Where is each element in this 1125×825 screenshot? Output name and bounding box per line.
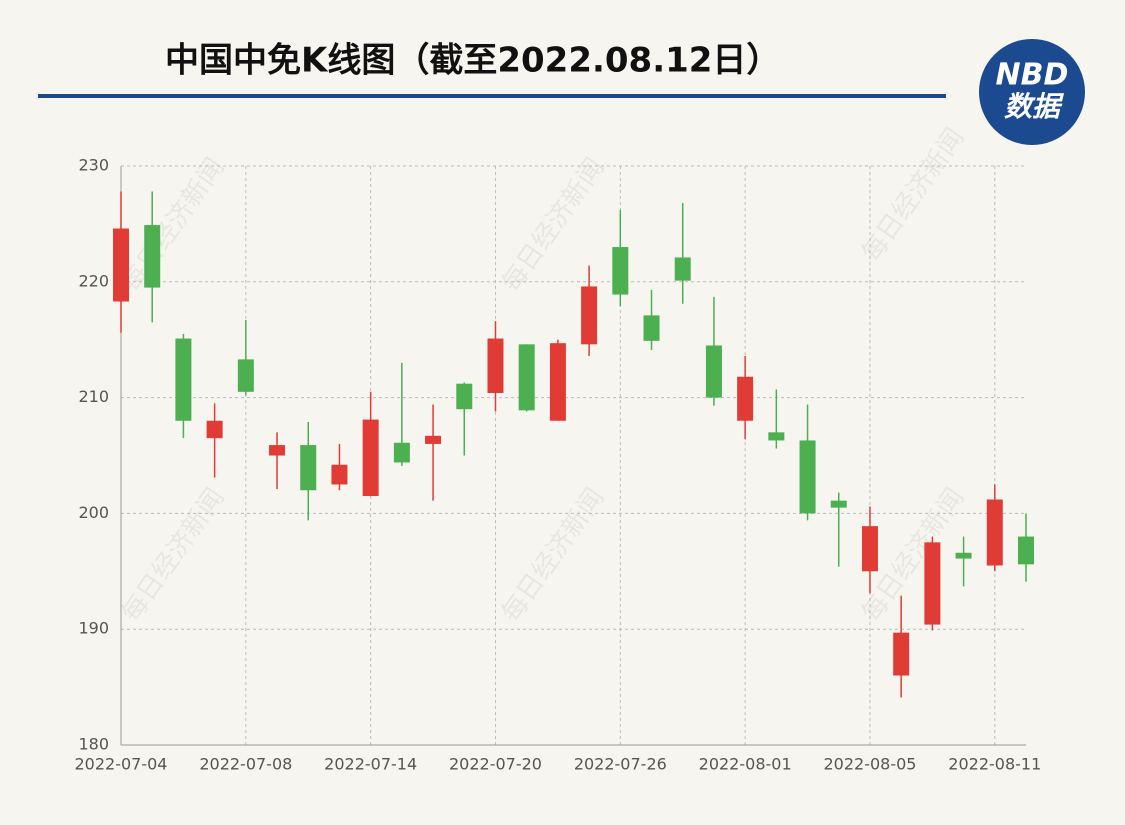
y-tick-label: 220 bbox=[78, 271, 109, 290]
candle-body bbox=[113, 228, 129, 302]
candle-body bbox=[737, 376, 754, 421]
y-tick-label: 180 bbox=[78, 735, 109, 754]
candle-body bbox=[799, 440, 816, 514]
candle-body bbox=[206, 420, 223, 439]
x-tick-label: 2022-07-20 bbox=[449, 755, 542, 774]
candle-body bbox=[331, 464, 348, 485]
candle-body bbox=[705, 345, 722, 398]
logo-text: NBD bbox=[996, 58, 1069, 93]
candle-body bbox=[612, 247, 629, 295]
candle-body bbox=[425, 435, 442, 444]
y-tick-label: 200 bbox=[78, 503, 109, 522]
candle-body bbox=[518, 344, 535, 411]
candle-body bbox=[986, 499, 1003, 566]
watermark: 每日经济新闻 bbox=[496, 153, 610, 298]
x-tick-label: 2022-07-08 bbox=[199, 755, 292, 774]
x-tick-label: 2022-08-05 bbox=[823, 755, 916, 774]
candle-body bbox=[456, 383, 473, 410]
chart-title: 中国中免K线图（截至2022.08.12日） bbox=[165, 41, 780, 81]
logo bbox=[979, 39, 1085, 145]
candle-body bbox=[175, 338, 192, 421]
candle-body bbox=[487, 338, 504, 393]
x-tick-label: 2022-08-01 bbox=[699, 755, 792, 774]
title-rule bbox=[38, 94, 946, 98]
logo-text: 数据 bbox=[1004, 90, 1065, 123]
candle-body bbox=[549, 343, 566, 421]
candle-body bbox=[581, 286, 598, 345]
y-tick-label: 210 bbox=[78, 387, 109, 406]
x-tick-label: 2022-07-04 bbox=[75, 755, 168, 774]
y-tick-label: 190 bbox=[78, 619, 109, 638]
candle-body bbox=[237, 359, 254, 392]
candle-body bbox=[362, 419, 379, 497]
candle-body bbox=[144, 225, 161, 288]
candle-body bbox=[955, 552, 972, 559]
x-tick-label: 2022-07-26 bbox=[574, 755, 667, 774]
x-tick-label: 2022-07-14 bbox=[324, 755, 417, 774]
candle-body bbox=[674, 257, 691, 281]
candle-body bbox=[393, 442, 410, 463]
x-tick-label: 2022-08-11 bbox=[948, 755, 1041, 774]
candle-body bbox=[1018, 536, 1034, 565]
candle-body bbox=[861, 526, 878, 572]
y-tick-label: 230 bbox=[78, 156, 109, 175]
candle-body bbox=[924, 542, 941, 625]
candle-body bbox=[643, 315, 660, 341]
candle-body bbox=[830, 500, 847, 508]
watermark: 每日经济新闻 bbox=[116, 153, 230, 298]
watermark: 每日经济新闻 bbox=[496, 483, 610, 628]
candle-body bbox=[893, 632, 910, 676]
candle-body bbox=[269, 445, 286, 456]
candle-body bbox=[768, 432, 785, 441]
watermark: 每日经济新闻 bbox=[116, 483, 230, 628]
watermark: 每日经济新闻 bbox=[856, 123, 970, 268]
candle-body bbox=[300, 445, 317, 491]
